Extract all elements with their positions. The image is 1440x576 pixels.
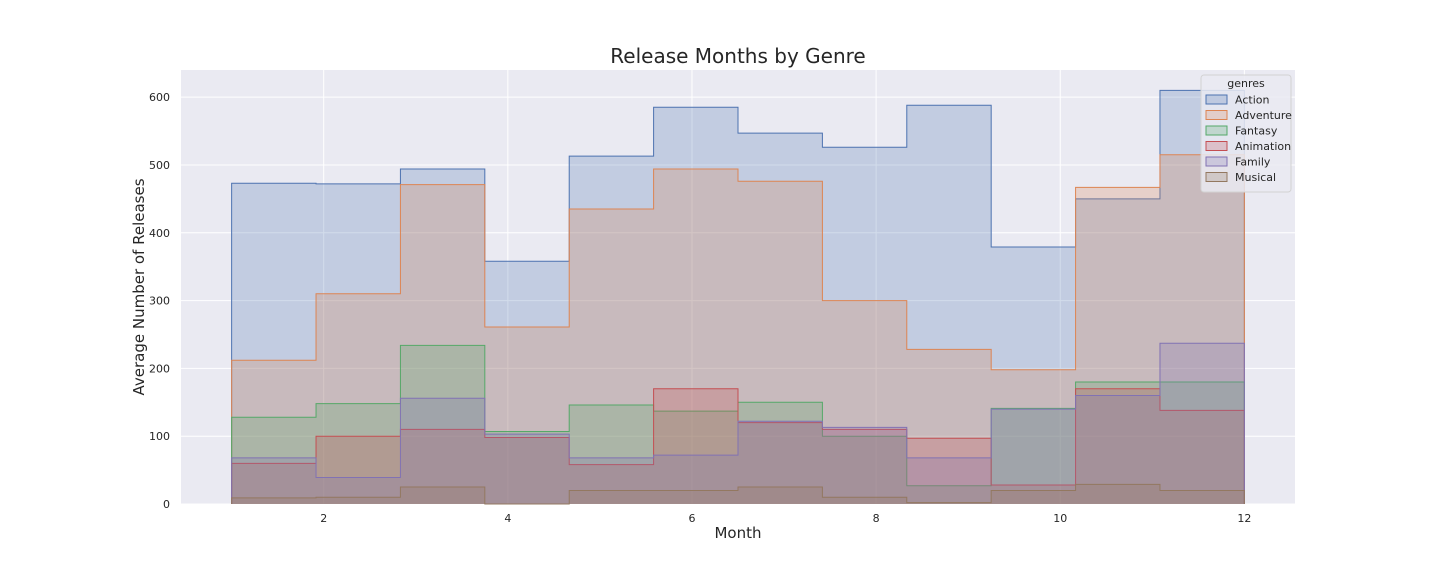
x-tick-label: 12 xyxy=(1237,512,1251,525)
legend-swatch xyxy=(1205,110,1228,120)
legend-item-family: Family xyxy=(1205,156,1271,169)
legend-swatch xyxy=(1205,141,1228,151)
y-axis-label: Average Number of Releases xyxy=(130,178,148,395)
x-tick-label: 8 xyxy=(873,512,880,525)
y-tick-label: 300 xyxy=(149,295,170,308)
x-tick-label: 4 xyxy=(504,512,511,525)
legend: genres Action Adventure Fantasy Animation Fa… xyxy=(1200,74,1292,193)
legend-item-action: Action xyxy=(1205,94,1269,107)
series-step-line xyxy=(231,483,1245,505)
tick-labels: 2 4 6 8 10 12 0 100 200 300 400 500 600 xyxy=(149,91,1251,525)
legend-label: Musical xyxy=(1235,171,1276,184)
x-tick-label: 10 xyxy=(1053,512,1067,525)
y-tick-label: 500 xyxy=(149,159,170,172)
x-tick-label: 2 xyxy=(320,512,327,525)
legend-swatch xyxy=(1205,125,1228,136)
legend-label: Action xyxy=(1235,94,1269,107)
legend-label: Fantasy xyxy=(1235,125,1278,138)
legend-title: genres xyxy=(1227,77,1265,90)
legend-swatch xyxy=(1205,156,1228,167)
legend-swatch xyxy=(1205,172,1228,182)
y-tick-label: 100 xyxy=(149,430,170,443)
legend-item-animation: Animation xyxy=(1205,140,1291,153)
series-musical xyxy=(231,483,1245,505)
series-family xyxy=(231,342,1245,504)
legend-item-fantasy: Fantasy xyxy=(1205,125,1278,138)
y-tick-label: 400 xyxy=(149,227,170,240)
y-tick-label: 600 xyxy=(149,91,170,104)
x-axis-label: Month xyxy=(714,524,761,542)
x-tick-label: 6 xyxy=(688,512,695,525)
legend-item-adventure: Adventure xyxy=(1205,109,1292,122)
y-tick-label: 200 xyxy=(149,362,170,375)
legend-item-musical: Musical xyxy=(1205,171,1276,184)
legend-label: Family xyxy=(1235,156,1271,169)
legend-swatch xyxy=(1205,94,1228,105)
chart-title: Release Months by Genre xyxy=(610,44,865,68)
series-step-line xyxy=(231,342,1245,504)
legend-label: Adventure xyxy=(1235,109,1292,122)
y-tick-label: 0 xyxy=(163,498,170,511)
legend-label: Animation xyxy=(1235,140,1291,153)
series-step-line xyxy=(231,154,1245,504)
legend-items: Action Adventure Fantasy Animation Family Mus… xyxy=(1205,94,1292,184)
series-layer xyxy=(231,89,1245,505)
